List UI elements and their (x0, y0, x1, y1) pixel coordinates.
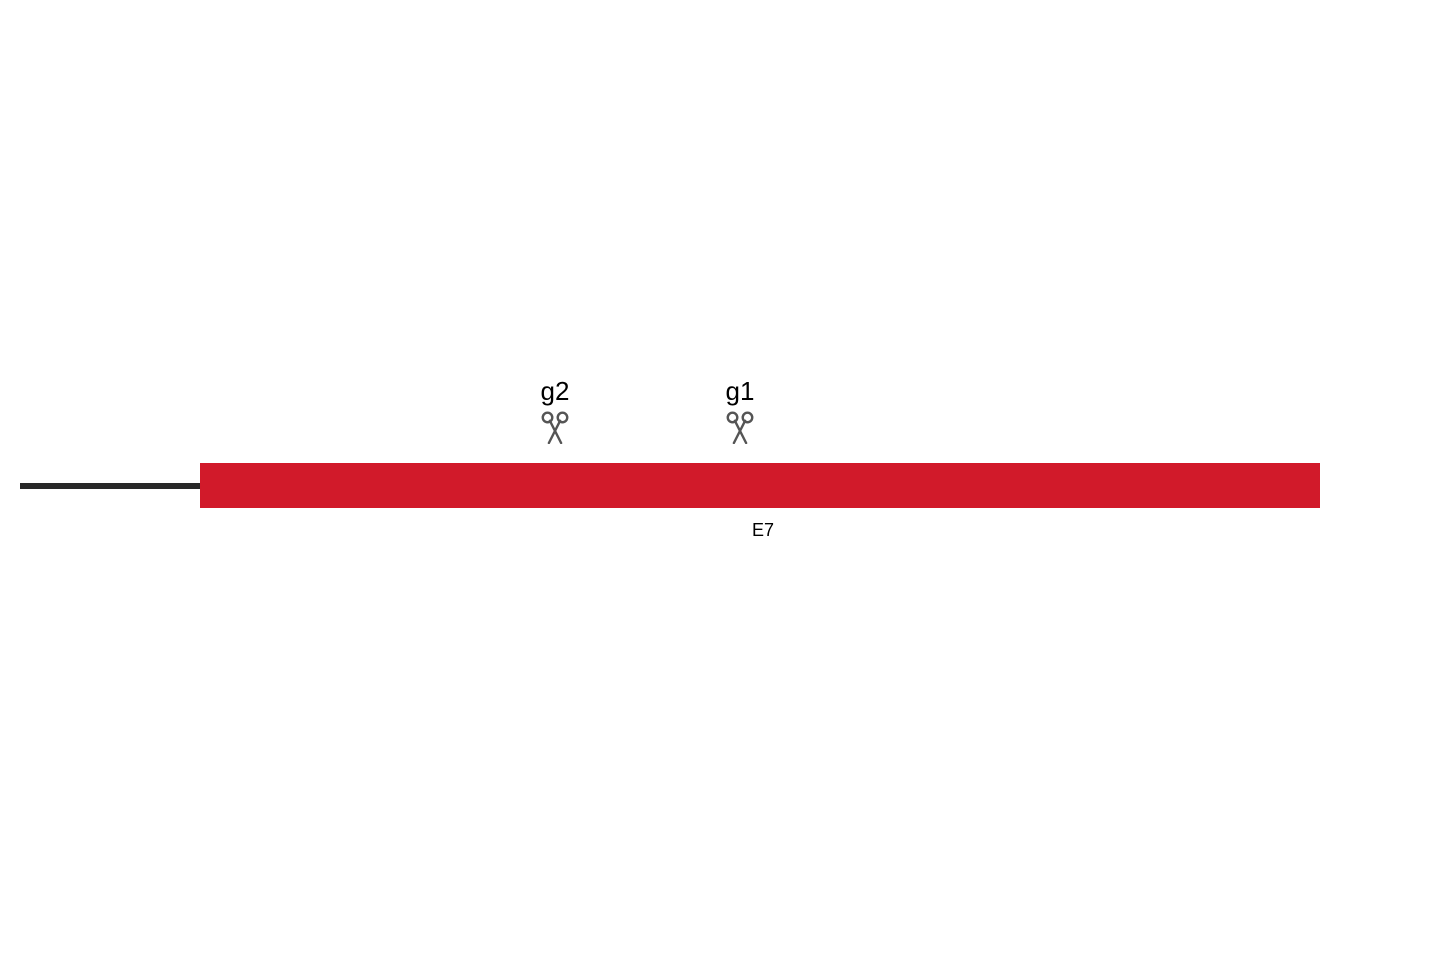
cut-marker-g1: g1 (710, 378, 770, 444)
scissors-icon (710, 410, 770, 444)
exon-e7-box (200, 463, 1320, 508)
scissors-icon (525, 410, 585, 444)
scissors-icon (538, 410, 572, 444)
gene-diagram: E7 g2 g1 (0, 0, 1440, 960)
exon-e7-label: E7 (752, 520, 774, 541)
cut-label-g1: g1 (710, 378, 770, 404)
intron-line (20, 483, 200, 489)
cut-marker-g2: g2 (525, 378, 585, 444)
cut-label-g2: g2 (525, 378, 585, 404)
scissors-icon (723, 410, 757, 444)
